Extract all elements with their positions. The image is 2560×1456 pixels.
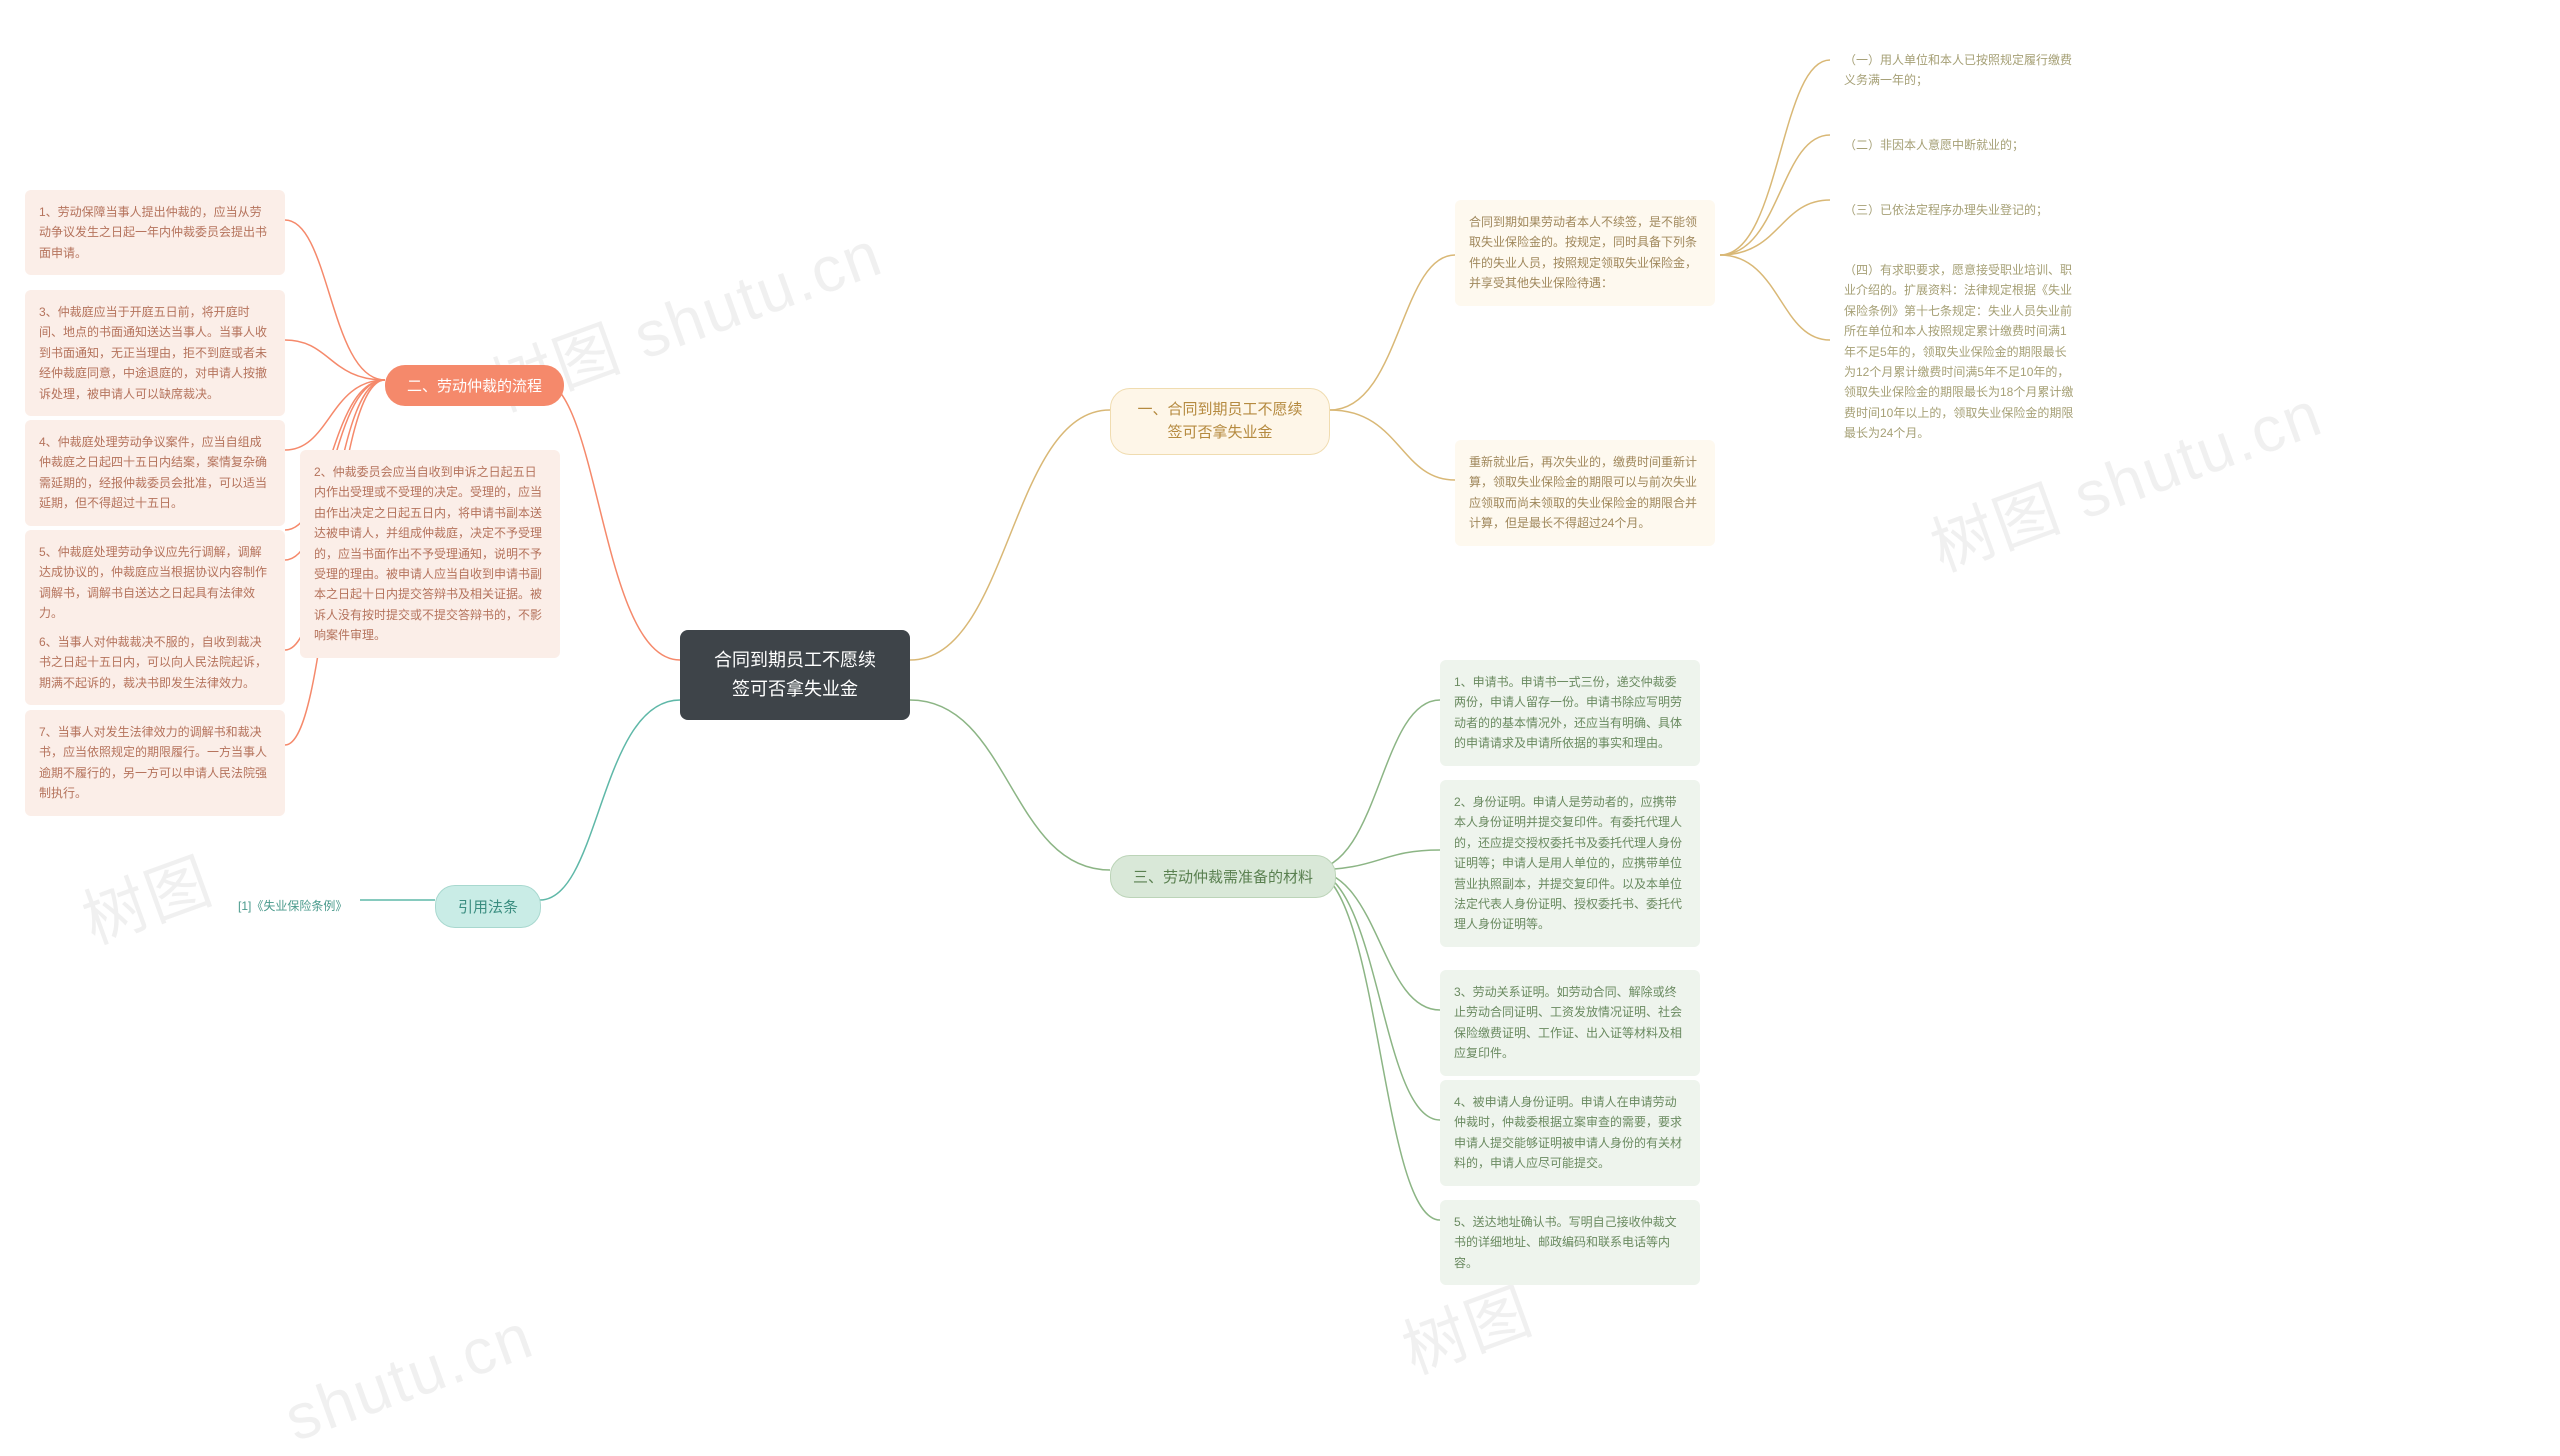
mindmap-connections: [0, 0, 2560, 1378]
leaf-node: 2、仲裁委员会应当自收到申诉之日起五日内作出受理或不受理的决定。受理的，应当由作…: [300, 450, 560, 658]
sub-node: （四）有求职要求，愿意接受职业培训、职业介绍的。扩展资料：法律规定根据《失业保险…: [1830, 250, 2090, 454]
leaf-node: 3、仲裁庭应当于开庭五日前，将开庭时间、地点的书面通知送达当事人。当事人收到书面…: [25, 290, 285, 416]
leaf-node: 4、仲裁庭处理劳动争议案件，应当自组成仲裁庭之日起四十五日内结案，案情复杂确需延…: [25, 420, 285, 526]
leaf-node: 4、被申请人身份证明。申请人在申请劳动仲裁时，仲裁委根据立案审查的需要，要求申请…: [1440, 1080, 1700, 1186]
leaf-node: 7、当事人对发生法律效力的调解书和裁决书，应当依照规定的期限履行。一方当事人逾期…: [25, 710, 285, 816]
watermark: shutu.cn: [275, 1298, 543, 1456]
leaf-node: 1、劳动保障当事人提出仲裁的，应当从劳动争议发生之日起一年内仲裁委员会提出书面申…: [25, 190, 285, 275]
leaf-node: 5、送达地址确认书。写明自己接收仲裁文书的详细地址、邮政编码和联系电话等内容。: [1440, 1200, 1700, 1285]
branch-node-1: 一、合同到期员工不愿续签可否拿失业金: [1110, 388, 1330, 455]
sub-node: （一）用人单位和本人已按照规定履行缴费义务满一年的；: [1830, 40, 2090, 101]
leaf-node: 重新就业后，再次失业的，缴费时间重新计算，领取失业保险金的期限可以与前次失业应领…: [1455, 440, 1715, 546]
sub-node: （三）已依法定程序办理失业登记的；: [1830, 190, 2090, 230]
leaf-node: 2、身份证明。申请人是劳动者的，应携带本人身份证明并提交复印件。有委托代理人的，…: [1440, 780, 1700, 947]
leaf-node: 合同到期如果劳动者本人不续签，是不能领取失业保险金的。按规定，同时具备下列条件的…: [1455, 200, 1715, 306]
root-node: 合同到期员工不愿续签可否拿失业金: [680, 630, 910, 720]
leaf-node: 6、当事人对仲裁裁决不服的，自收到裁决书之日起十五日内，可以向人民法院起诉，期满…: [25, 620, 285, 705]
leaf-node: 1、申请书。申请书一式三份，递交仲裁委两份，申请人留存一份。申请书除应写明劳动者…: [1440, 660, 1700, 766]
branch-node-4: 引用法条: [435, 885, 541, 928]
leaf-node: [1]《失业保险条例》: [230, 892, 355, 920]
leaf-node: 3、劳动关系证明。如劳动合同、解除或终止劳动合同证明、工资发放情况证明、社会保险…: [1440, 970, 1700, 1076]
branch-node-2: 二、劳动仲裁的流程: [385, 365, 564, 406]
branch-node-3: 三、劳动仲裁需准备的材料: [1110, 855, 1336, 898]
sub-node: （二）非因本人意愿中断就业的；: [1830, 125, 2090, 165]
watermark: 树图: [68, 830, 224, 962]
